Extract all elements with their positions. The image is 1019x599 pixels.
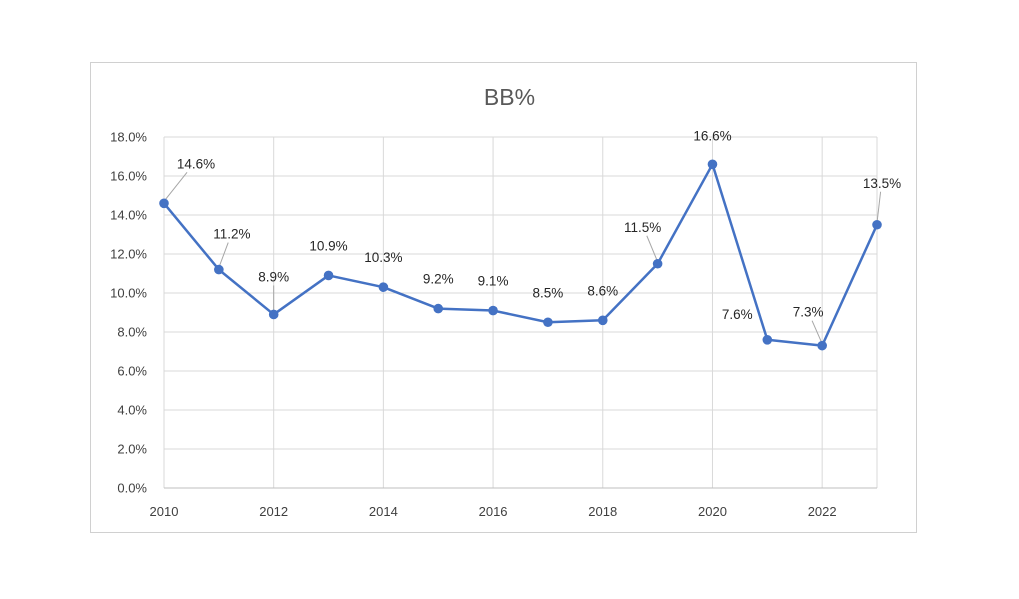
data-label: 8.5%	[533, 285, 564, 300]
data-point	[652, 258, 663, 269]
data-point	[323, 270, 334, 281]
data-point	[543, 317, 553, 328]
data-label-leader	[218, 242, 229, 268]
y-tick-label: 6.0%	[117, 364, 147, 379]
x-tick-label: 2020	[698, 504, 727, 519]
data-point	[214, 264, 224, 275]
y-tick-label: 4.0%	[117, 403, 147, 418]
data-label-leader	[876, 191, 882, 223]
data-label-leader	[646, 235, 659, 262]
x-tick-label: 2012	[259, 504, 288, 519]
x-tick-label: 2014	[369, 504, 398, 519]
data-point	[817, 340, 827, 351]
x-tick-label: 2022	[808, 504, 837, 519]
data-label: 9.1%	[478, 274, 509, 289]
y-tick-label: 8.0%	[117, 325, 147, 340]
data-label: 13.5%	[863, 176, 901, 191]
data-label: 8.6%	[587, 283, 618, 298]
x-tick-label: 2016	[479, 504, 508, 519]
chart-frame	[90, 62, 917, 533]
data-point	[597, 315, 608, 326]
data-label-leader	[163, 171, 188, 202]
y-tick-label: 16.0%	[110, 169, 147, 184]
data-point	[268, 309, 279, 320]
data-label: 7.6%	[722, 307, 753, 322]
y-tick-label: 2.0%	[117, 442, 147, 457]
data-point	[159, 198, 169, 209]
series-line	[163, 163, 879, 347]
x-tick-label: 2010	[150, 504, 179, 519]
chart-title: BB%	[483, 84, 536, 110]
data-point	[488, 305, 498, 316]
y-tick-label: 18.0%	[110, 130, 147, 145]
data-label: 10.3%	[364, 250, 402, 265]
y-tick-label: 14.0%	[110, 208, 147, 223]
data-label: 11.5%	[624, 220, 661, 235]
data-point	[707, 159, 718, 170]
data-label: 8.9%	[258, 269, 289, 284]
data-point	[433, 303, 444, 314]
data-label: 16.6%	[693, 128, 731, 143]
data-label: 11.2%	[213, 227, 250, 242]
y-tick-label: 0.0%	[117, 481, 147, 496]
y-tick-label: 10.0%	[110, 286, 147, 301]
x-tick-label: 2018	[588, 504, 617, 519]
data-label: 7.3%	[793, 305, 824, 320]
data-point	[378, 282, 389, 292]
data-label: 9.2%	[423, 272, 454, 287]
data-point	[762, 335, 773, 345]
y-tick-label: 12.0%	[110, 247, 147, 262]
data-label: 14.6%	[177, 156, 215, 171]
data-point	[872, 219, 882, 230]
data-label-leader	[811, 320, 823, 344]
data-label: 10.9%	[309, 238, 347, 253]
